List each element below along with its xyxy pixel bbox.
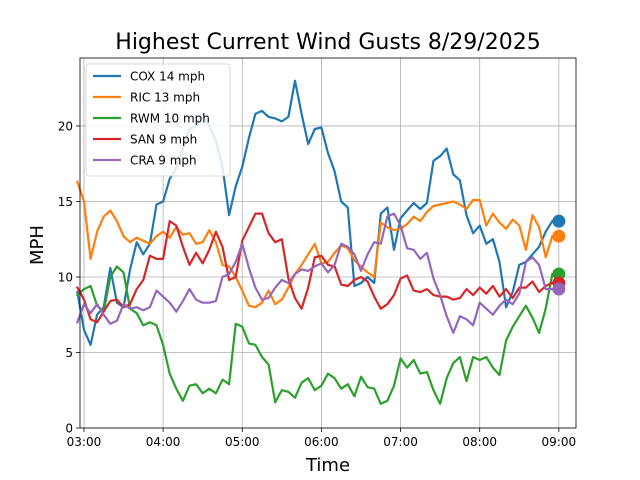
series-line	[76, 79, 554, 346]
endpoint-marker	[552, 267, 566, 281]
endpoint-marker	[552, 229, 566, 243]
x-tick-label: 08:00	[462, 435, 497, 449]
y-axis-label: MPH	[27, 225, 48, 265]
plot-frame	[79, 57, 577, 429]
x-axis-label: Time	[305, 455, 350, 476]
endpoint-markers	[552, 214, 566, 296]
series-line	[75, 212, 554, 324]
legend-label: SAN 9 mph	[130, 132, 197, 146]
chart-title: Highest Current Wind Gusts 8/29/2025	[115, 30, 540, 55]
y-tick-label: 0	[65, 422, 73, 436]
x-tick-label: 07:00	[383, 435, 418, 449]
x-tick-label: 06:00	[304, 435, 339, 449]
series-line	[76, 180, 554, 309]
y-tick-label: 20	[58, 119, 73, 133]
x-tick-label: 05:00	[225, 435, 260, 449]
y-tick-label: 5	[65, 346, 73, 360]
x-axis-ticks: 03:00 04:00 05:00 06:00 07:00 08:00 09:00	[67, 428, 576, 449]
y-tick-label: 15	[58, 195, 73, 209]
y-axis-ticks: 0 5 10 15 20	[58, 119, 80, 436]
y-tick-label: 10	[58, 270, 73, 284]
endpoint-marker	[552, 214, 566, 228]
legend-box	[85, 63, 231, 177]
x-tick-label: 09:00	[542, 435, 577, 449]
legend: COX 14 mph RIC 13 mph RWM 10 mph SAN 9 mph C…	[85, 63, 231, 177]
legend-label: COX 14 mph	[130, 69, 205, 83]
x-tick-label: 04:00	[146, 435, 181, 449]
series-lines	[75, 79, 554, 405]
series-line	[75, 265, 554, 405]
legend-label: CRA 9 mph	[130, 153, 197, 167]
legend-label: RIC 13 mph	[130, 90, 200, 104]
legend-label: RWM 10 mph	[130, 111, 210, 125]
x-tick-label: 03:00	[67, 435, 102, 449]
endpoint-marker	[552, 282, 566, 296]
series-line	[75, 212, 554, 334]
